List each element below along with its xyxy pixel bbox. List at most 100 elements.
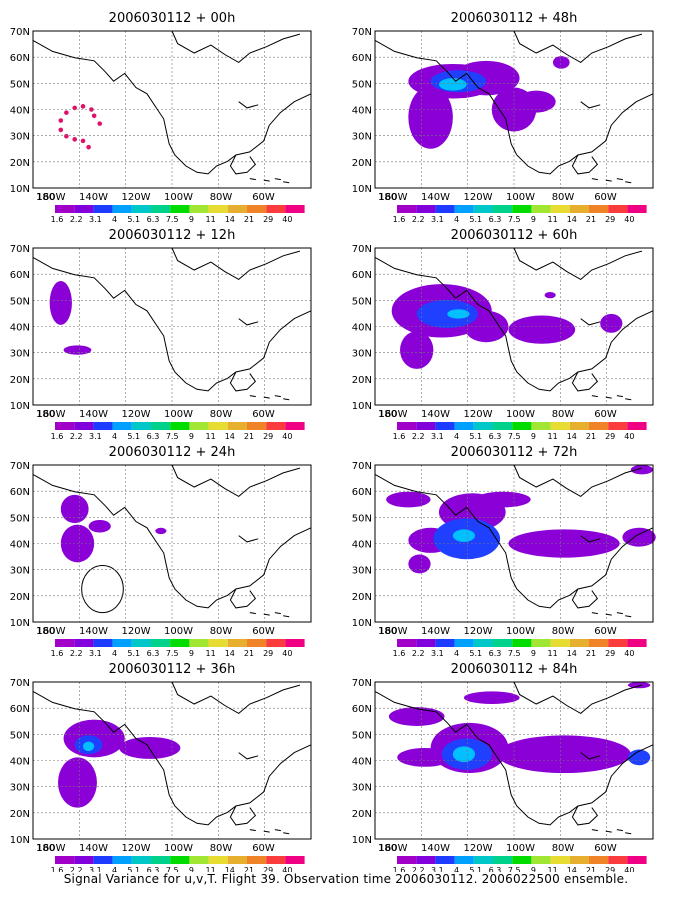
lat-tick-label: 10N <box>352 835 372 846</box>
island <box>263 613 270 616</box>
observation-dot <box>64 110 69 115</box>
colorbar-label: 6.3 <box>147 649 160 658</box>
colorbar-label: 40 <box>624 432 634 441</box>
variance-region <box>627 682 651 689</box>
colorbar-swatch <box>112 205 132 213</box>
map-panel-p12: 2006030112 + 12h 70N 60N 50N 40N 30N 20N 10N 160… <box>10 228 312 441</box>
great-lakes <box>238 318 259 326</box>
lat-tick-label: 20N <box>10 158 30 169</box>
lat-tick-label: 40N <box>10 106 30 117</box>
colorbar-label: 9 <box>189 649 194 658</box>
colorbar-swatch <box>151 422 171 430</box>
colorbar-swatch <box>93 422 113 430</box>
colorbar-swatch <box>550 205 570 213</box>
variance-region <box>83 741 95 752</box>
colorbar-swatch <box>285 422 305 430</box>
lon-tick-label: 180 <box>378 626 397 637</box>
lon-tick-label: 120W <box>122 409 151 420</box>
colorbar-swatch <box>131 639 151 647</box>
map-frame <box>32 30 312 189</box>
lat-tick-label: 60N <box>352 487 372 498</box>
colorbar-label: 5.1 <box>469 215 482 224</box>
colorbar-label: 2.2 <box>412 215 425 224</box>
island <box>616 612 623 615</box>
lat-tick-label: 10N <box>10 184 30 195</box>
colorbar-label: 3.1 <box>431 215 444 224</box>
map-frame <box>32 464 312 623</box>
map-frame <box>374 247 654 406</box>
colorbar-label: 11 <box>548 866 558 872</box>
lon-tick-label: 80W <box>552 192 575 203</box>
lat-tick-label: 20N <box>352 375 372 386</box>
variance-region <box>60 494 89 524</box>
colorbar-swatch <box>454 639 474 647</box>
colorbar-swatch <box>473 422 493 430</box>
colorbar-label: 14 <box>567 215 577 224</box>
lon-tick-label: 120W <box>464 409 493 420</box>
colorbar-label: 1.6 <box>393 215 406 224</box>
variance-region <box>386 491 431 508</box>
colorbar-label: 14 <box>567 649 577 658</box>
lat-tick-label: 20N <box>352 592 372 603</box>
colorbar-swatch <box>531 422 551 430</box>
colorbar-swatch <box>170 856 190 864</box>
colorbar-label: 4 <box>454 215 459 224</box>
variance-region <box>388 707 445 726</box>
lat-tick-label: 50N <box>352 730 372 741</box>
lat-tick-label: 30N <box>352 566 372 577</box>
arctic-coast <box>171 30 301 64</box>
map-panel-p00: 2006030112 + 00h 70N 60N 50N 40N 30N 20N 10N 160… <box>10 11 312 224</box>
map-frame <box>32 681 312 840</box>
colorbar-label: 6.3 <box>489 432 502 441</box>
colorbar-label: 4 <box>112 649 117 658</box>
great-lakes <box>580 535 601 543</box>
colorbar-swatch <box>189 422 209 430</box>
island <box>249 395 256 398</box>
colorbar-swatch <box>493 639 513 647</box>
colorbar-swatch <box>74 422 94 430</box>
lon-tick-label: 160W <box>379 192 408 203</box>
colorbar-label: 29 <box>263 432 273 441</box>
target-circle <box>81 564 124 614</box>
lon-tick-label: 160W <box>37 192 66 203</box>
arctic-coast <box>513 681 643 715</box>
panel-title: 2006030112 + 48h <box>451 11 578 26</box>
colorbar-swatch <box>131 856 151 864</box>
colorbar-swatch <box>189 856 209 864</box>
lat-tick-label: 40N <box>10 323 30 334</box>
island <box>249 178 256 181</box>
colorbar-label: 7.5 <box>508 432 521 441</box>
colorbar-label: 40 <box>282 215 292 224</box>
arctic-coast <box>171 247 301 281</box>
colorbar-swatch <box>416 639 436 647</box>
colorbar-swatch <box>131 422 151 430</box>
lon-tick-label: 100W <box>164 626 193 637</box>
colorbar-swatch <box>189 205 209 213</box>
lat-tick-label: 50N <box>10 79 30 90</box>
colorbar-swatch <box>247 856 267 864</box>
colorbar-label: 4 <box>454 649 459 658</box>
coastline <box>32 473 312 609</box>
variance-region <box>544 291 556 299</box>
colorbar-label: 1.6 <box>51 432 64 441</box>
colorbar-swatch <box>93 639 113 647</box>
island <box>263 396 270 399</box>
lon-tick-label: 160W <box>37 626 66 637</box>
lat-tick-label: 50N <box>352 513 372 524</box>
lat-tick-label: 20N <box>10 375 30 386</box>
lon-tick-label: 60W <box>594 192 617 203</box>
colorbar-swatch <box>397 856 417 864</box>
colorbar-label: 1.6 <box>51 215 64 224</box>
colorbar-swatch <box>208 422 228 430</box>
island <box>625 615 632 618</box>
lon-tick-label: 180 <box>36 626 55 637</box>
colorbar-label: 14 <box>225 866 235 872</box>
colorbar-swatch <box>170 639 190 647</box>
colorbar-swatch <box>550 422 570 430</box>
lon-tick-label: 180 <box>36 192 55 203</box>
variance-region <box>88 519 111 533</box>
colorbar-label: 29 <box>263 215 273 224</box>
gulf-coast <box>571 371 599 392</box>
island <box>274 178 281 181</box>
colorbar-label: 21 <box>244 432 254 441</box>
